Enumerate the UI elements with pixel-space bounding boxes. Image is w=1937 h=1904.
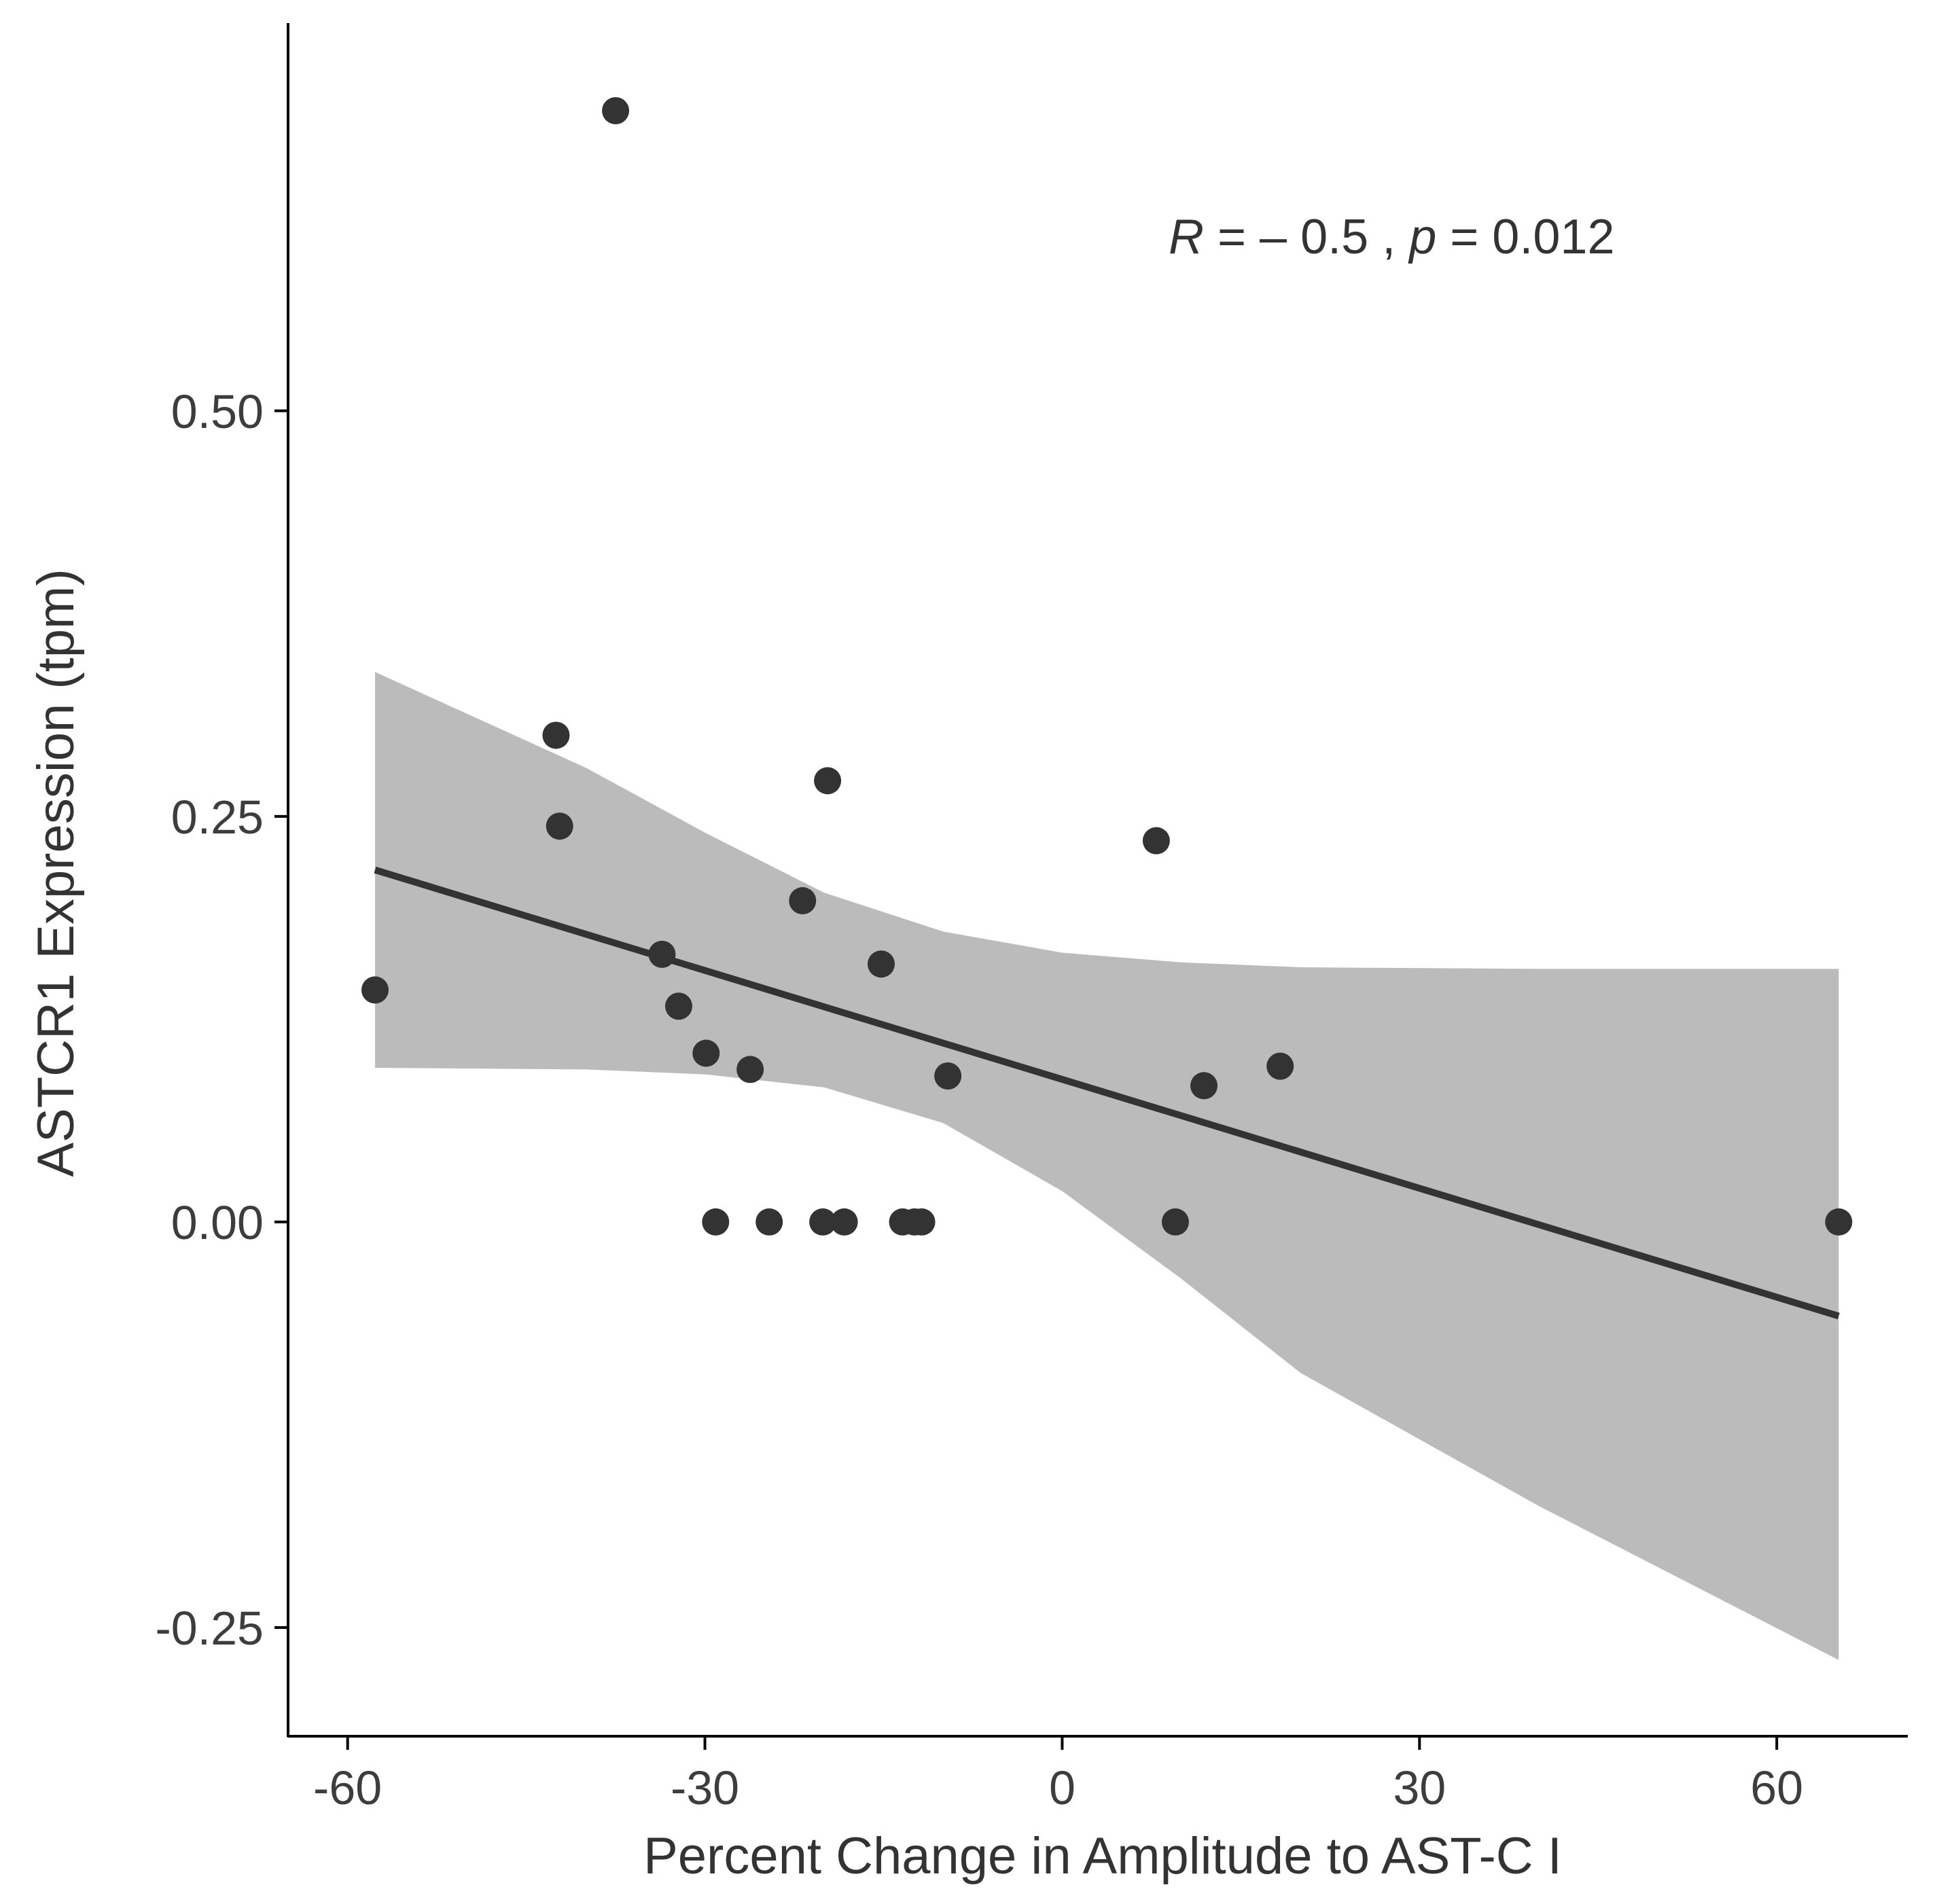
y-axis-title: ASTCR1 Expression (tpm): [27, 569, 85, 1176]
data-point-12: [809, 1208, 837, 1236]
tick-labels-layer: -60 -30 0 30 60 -0.25 0.00 0.25 0.50: [155, 385, 1803, 1814]
data-point-1: [361, 976, 389, 1004]
p-symbol: p: [1408, 210, 1436, 264]
data-point-23: [1266, 1052, 1294, 1080]
r-symbol: R: [1169, 210, 1204, 264]
r-value: = – 0.5 ,: [1204, 210, 1409, 264]
data-point-18: [908, 1208, 936, 1236]
data-point-7: [692, 1039, 720, 1067]
x-tick-label-30: 30: [1393, 1761, 1446, 1814]
data-point-5: [648, 940, 676, 968]
y-tick-label--0.25: -0.25: [155, 1602, 264, 1655]
axes-layer: [274, 23, 1908, 1750]
x-tick-label--30: -30: [671, 1761, 739, 1814]
fit-line-layer: [374, 866, 1840, 1320]
x-tick-label-0: 0: [1049, 1761, 1076, 1814]
y-tick-label-0.50: 0.50: [171, 385, 264, 438]
data-point-11: [789, 887, 817, 915]
p-value: = 0.012: [1436, 210, 1614, 264]
x-tick-label--60: -60: [313, 1761, 382, 1814]
data-point-21: [1161, 1208, 1189, 1236]
data-point-8: [702, 1208, 730, 1236]
confidence-band: [375, 672, 1839, 1660]
data-point-22: [1190, 1072, 1218, 1100]
data-point-3: [546, 812, 573, 840]
regression-line: [374, 866, 1840, 1320]
y-tick-label-0.00: 0.00: [171, 1196, 264, 1249]
data-point-13: [814, 767, 842, 795]
data-point-20: [1142, 827, 1170, 855]
data-point-4: [602, 96, 630, 124]
data-point-6: [664, 992, 692, 1020]
data-points-layer: [361, 96, 1853, 1236]
data-point-14: [830, 1208, 858, 1236]
y-tick-label-0.25: 0.25: [171, 791, 264, 844]
confidence-band-layer: [375, 672, 1839, 1660]
data-point-15: [867, 950, 895, 978]
data-point-2: [542, 721, 570, 749]
x-tick-label-60: 60: [1750, 1761, 1803, 1814]
data-point-19: [934, 1062, 962, 1090]
x-axis-title: Percent Change in Amplitude to AST-C I: [643, 1827, 1562, 1885]
data-point-10: [756, 1208, 783, 1236]
data-point-9: [736, 1056, 764, 1083]
correlation-annotation: R = – 0.5 , p = 0.012: [1169, 210, 1614, 264]
data-point-24: [1825, 1208, 1853, 1236]
